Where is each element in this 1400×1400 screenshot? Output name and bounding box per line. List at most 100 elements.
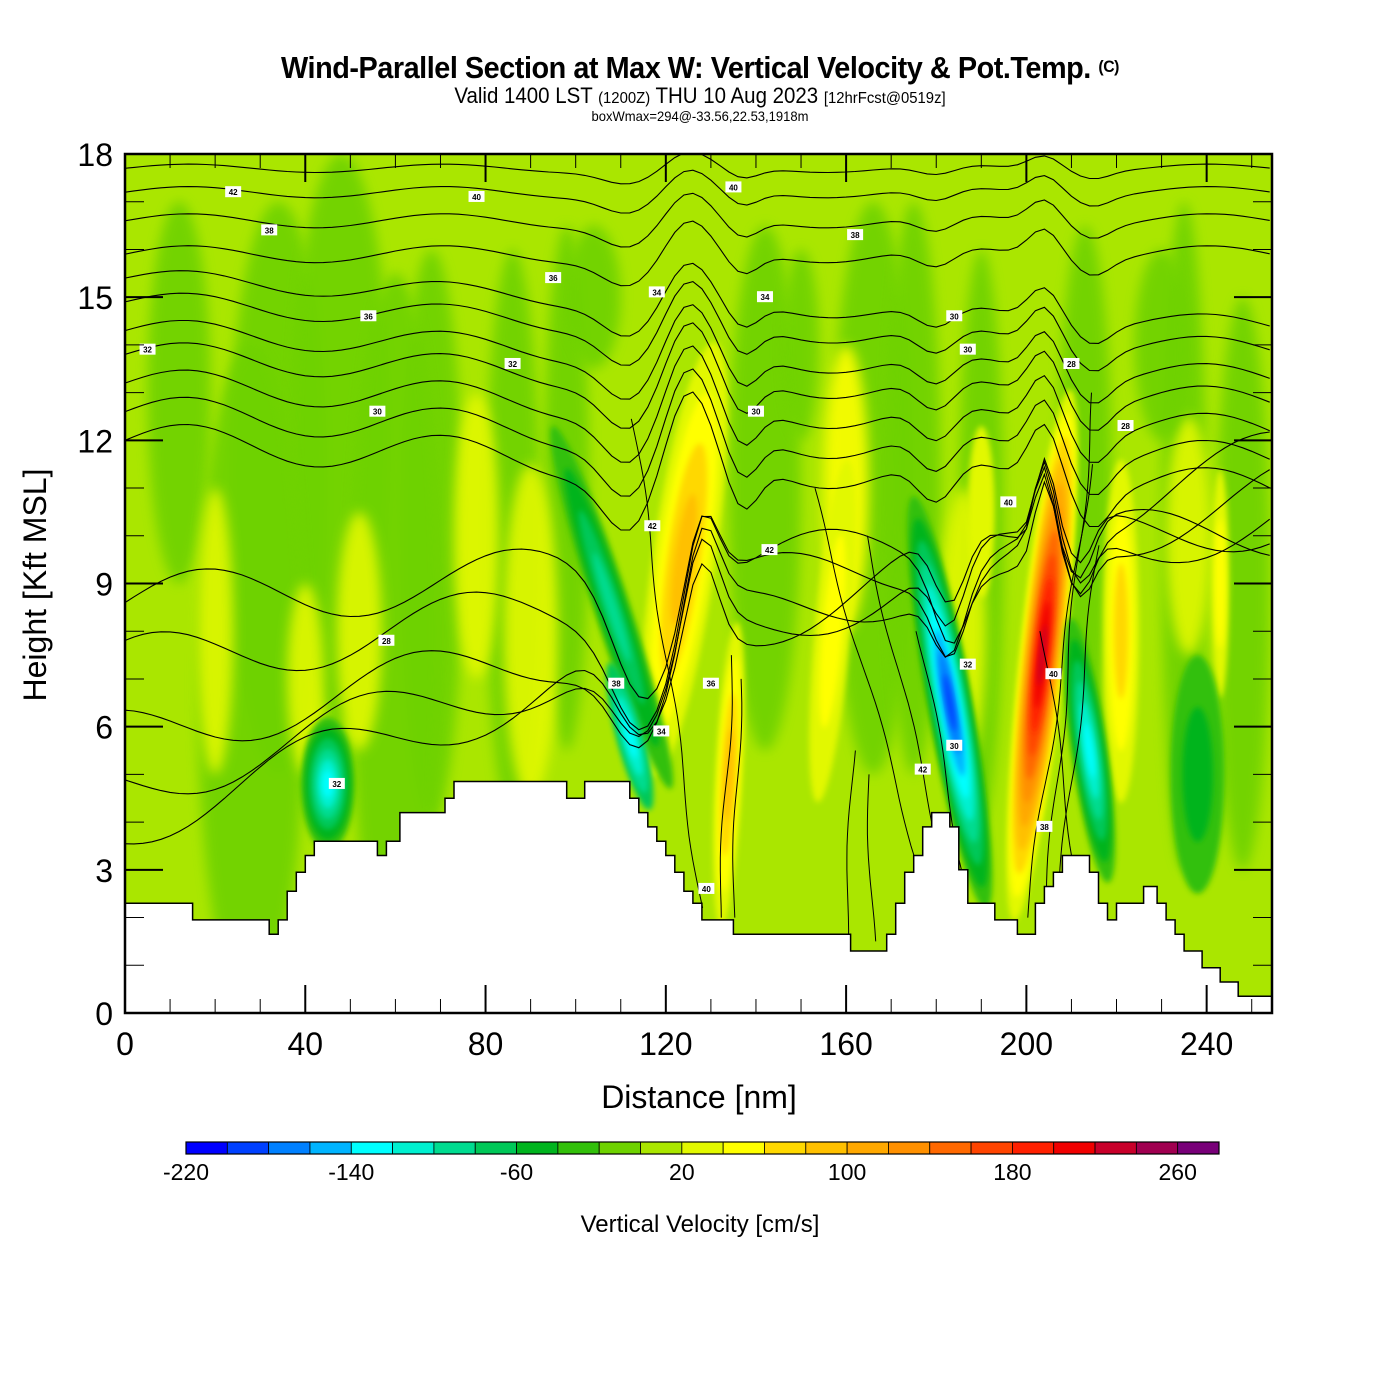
contour-label-bg [946, 739, 963, 751]
contour-label-text: 40 [1049, 670, 1058, 679]
x-tick-label: 80 [468, 1026, 504, 1062]
w-streak [197, 488, 234, 775]
colorbar-segment [392, 1141, 435, 1155]
isentropes [125, 154, 1271, 942]
w-streak [147, 201, 211, 584]
contour-label-text: 30 [752, 408, 761, 417]
isentrope-line [125, 304, 1270, 404]
y-tick-label: 6 [95, 710, 113, 746]
isentrope-line [846, 750, 856, 942]
contour-label-text: 32 [963, 661, 972, 670]
w-feature [967, 426, 995, 598]
isentrope-line [125, 368, 1270, 497]
x-tick-label: 40 [287, 1026, 323, 1062]
w-contour-fill [1084, 723, 1095, 778]
w-contour-fill [943, 673, 956, 732]
contour-label: 40 [1045, 668, 1062, 680]
contour-label-text: 40 [702, 885, 711, 894]
colorbar-segment [640, 1141, 683, 1155]
isentrope-line [1057, 545, 1100, 904]
w-streak [783, 249, 820, 441]
contour-label: 30 [747, 405, 764, 417]
w-feature [1103, 459, 1140, 803]
contour-label: 40 [468, 190, 485, 202]
contour-label-text: 34 [657, 727, 666, 736]
contour-label-bg [328, 777, 345, 789]
contour-label-bg [698, 882, 715, 894]
contour-label: 38 [261, 224, 278, 236]
isentrope-line [125, 169, 1270, 214]
isentrope-line [125, 460, 1271, 749]
contour-label: 28 [1117, 420, 1134, 432]
contour-label: 42 [914, 763, 931, 775]
contour-label-text: 28 [1121, 422, 1130, 431]
contour-label-bg [225, 186, 242, 198]
colorbar-segment [722, 1141, 765, 1155]
contour-label-bg [653, 725, 670, 737]
contour-label: 30 [959, 343, 976, 355]
contour-label-text: 36 [549, 274, 558, 283]
w-contour-fill [967, 426, 995, 598]
colorbar-segment [1053, 1141, 1096, 1155]
w-feature [1063, 618, 1116, 883]
contour-label-text: 36 [364, 312, 373, 321]
contour-label-text: 40 [1004, 498, 1013, 507]
x-axis-tick-labels: 0 40 80 120 160 200 240 [116, 1026, 1233, 1062]
colorbar-segment [764, 1141, 807, 1155]
y-tick-label: 18 [77, 137, 113, 173]
contour-label-bg [545, 272, 562, 284]
contour-label: 32 [504, 357, 521, 369]
contour-label-bg [725, 181, 742, 193]
colorbar-segment [433, 1141, 476, 1155]
contour-label-bg [1117, 420, 1134, 432]
w-contour-fill [322, 770, 334, 798]
w-contour-fill [622, 713, 637, 759]
colorbar-segment [474, 1141, 517, 1155]
contour-label-text: 38 [851, 231, 860, 240]
w-streak [336, 511, 382, 751]
contour-label: 36 [545, 272, 562, 284]
valid-time: Valid 1400 LST [454, 83, 593, 108]
contour-label-text: 34 [761, 293, 770, 302]
forecast-info: [12hrFcst@0519z] [823, 90, 946, 107]
isentrope-line [125, 391, 1270, 531]
isentrope-line [125, 465, 1270, 795]
contour-label-bg [608, 677, 625, 689]
y-tick-label: 0 [95, 996, 113, 1032]
isentrope-line [125, 322, 1270, 431]
colorbar-segment [557, 1141, 600, 1155]
contour-label-bg [468, 190, 485, 202]
colorbar-segment [226, 1141, 270, 1155]
w-streak [1166, 416, 1212, 656]
isentrope-line [630, 418, 704, 909]
isentrope-line [719, 655, 733, 918]
contour-label: 32 [139, 343, 156, 355]
y-tick-label: 12 [77, 423, 113, 459]
contour-label-bg [747, 405, 764, 417]
colorbar-segment [1135, 1141, 1179, 1155]
contour-label-bg [959, 658, 976, 670]
w-streak [454, 392, 500, 679]
w-streak [503, 464, 558, 799]
w-streak [566, 225, 621, 369]
w-streak [1134, 249, 1189, 441]
contour-label-bg [139, 343, 156, 355]
colorbar-segment [268, 1141, 311, 1155]
contour-label: 34 [756, 291, 773, 303]
contour-label-text: 40 [729, 183, 738, 192]
w-contour-fill [670, 493, 698, 626]
colorbar-segment [598, 1141, 641, 1155]
x-tick-label: 0 [116, 1026, 134, 1062]
terrain [125, 780, 1272, 1013]
contour-label: 36 [702, 677, 719, 689]
contour-label-text: 32 [332, 780, 341, 789]
contour-label-bg [847, 229, 864, 241]
contour-label-text: 42 [918, 766, 927, 775]
contour-label: 42 [644, 520, 661, 532]
w-feature [300, 717, 355, 851]
contour-label-bg [1036, 820, 1053, 832]
colorbar-tick-labels: -220 -140 -60 20 100 180 260 [163, 1159, 1197, 1185]
colorbar-segment [1012, 1141, 1055, 1155]
contour-label: 42 [225, 186, 242, 198]
